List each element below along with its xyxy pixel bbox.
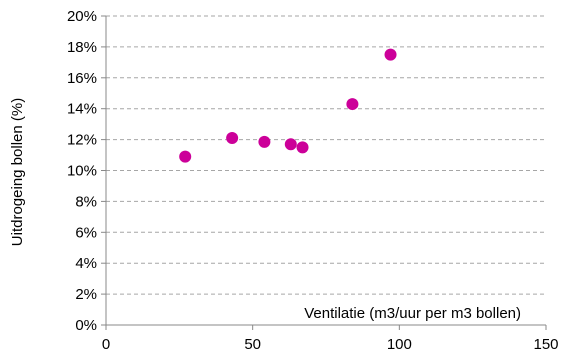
y-tick-label: 20% — [67, 8, 97, 25]
y-tick-label: 0% — [75, 317, 97, 334]
x-tick-labels: 0 50 100 150 — [102, 325, 559, 353]
x-tick-label: 50 — [244, 336, 261, 353]
data-point — [284, 138, 297, 151]
y-tick-label: 8% — [75, 193, 97, 210]
y-tick-labels: 0% 2% 4% 6% 8% 10% 12% 14% 16% 18% 20% — [67, 8, 106, 334]
grid-lines — [106, 15, 546, 295]
y-tick-label: 6% — [75, 224, 97, 241]
x-axis-label: Ventilatie (m3/uur per m3 bollen) — [304, 305, 521, 322]
x-tick-label: 100 — [387, 336, 412, 353]
y-tick-label: 14% — [67, 101, 97, 118]
y-tick-label: 10% — [67, 163, 97, 180]
x-tick-label: 150 — [533, 336, 558, 353]
y-tick-label: 18% — [67, 39, 97, 56]
y-tick-label: 4% — [75, 255, 97, 272]
x-tick-label: 0 — [102, 336, 110, 353]
y-tick-label: 16% — [67, 70, 97, 87]
data-point — [384, 48, 397, 61]
data-points — [179, 48, 397, 163]
data-point — [346, 98, 359, 111]
data-point — [179, 150, 192, 163]
y-tick-label: 12% — [67, 132, 97, 149]
data-point — [296, 141, 309, 154]
y-axis-label: Uitdrogeing bollen (%) — [9, 98, 26, 246]
y-tick-label: 2% — [75, 286, 97, 303]
data-point — [226, 132, 239, 145]
data-point — [258, 135, 271, 148]
